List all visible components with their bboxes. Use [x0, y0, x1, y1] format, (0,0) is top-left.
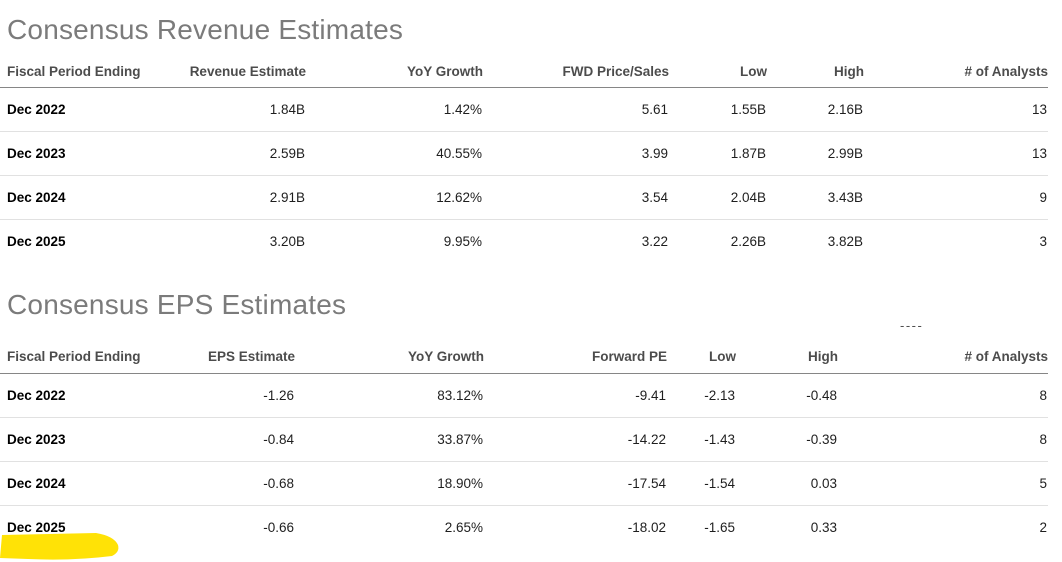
table-cell: 2.91B	[170, 175, 306, 220]
eps-header-row: Fiscal Period Ending EPS Estimate YoY Gr…	[0, 320, 1048, 374]
fiscal-period-cell: Dec 2022	[0, 373, 170, 418]
table-cell: 8	[838, 417, 1048, 462]
column-header-forward-pe: Forward PE	[484, 320, 667, 374]
table-cell: 9.95%	[443, 234, 482, 250]
table-row: Dec 2025 3.20B 9.95% 3.22 2.26B 3.82B 3	[0, 220, 1048, 264]
table-cell: 1.87B	[669, 131, 767, 176]
table-cell: 3.22	[641, 234, 668, 250]
table-cell: -18.02	[627, 519, 666, 535]
fiscal-period-cell: Dec 2022	[0, 87, 170, 132]
revenue-estimates-table: Fiscal Period Ending Revenue Estimate Yo…	[0, 46, 1048, 264]
table-cell: 2	[1039, 519, 1047, 535]
column-header-num-analysts: # of Analysts	[864, 46, 1048, 88]
column-header-revenue-estimate: Revenue Estimate	[170, 46, 306, 88]
fiscal-period-cell-highlighted: Dec 2025	[7, 519, 66, 535]
table-cell: -0.66	[263, 519, 294, 535]
table-cell: 13	[864, 87, 1048, 132]
table-cell: 2.99B	[767, 131, 864, 176]
column-header-num-analysts: # of Analysts	[838, 320, 1048, 374]
fiscal-period-cell: Dec 2024	[0, 175, 170, 220]
table-cell: 33.87%	[295, 417, 484, 462]
table-cell: -0.39	[736, 417, 838, 462]
table-cell: 0.03	[736, 461, 838, 506]
table-cell: 0.33	[810, 519, 837, 535]
eps-section-title: Consensus EPS Estimates	[7, 288, 347, 320]
column-header-low: Low	[669, 46, 767, 88]
table-row: Dec 2022 1.84B 1.42% 5.61 1.55B 2.16B 13	[0, 87, 1048, 132]
table-row: Dec 2024 -0.68 18.90% -17.54 -1.54 0.03 …	[0, 461, 1048, 506]
fiscal-period-cell: Dec 2024	[0, 461, 170, 506]
table-cell: 13	[864, 131, 1048, 176]
table-cell: -1.43	[667, 417, 736, 462]
column-header-high: High	[736, 320, 838, 374]
revenue-header-row: Fiscal Period Ending Revenue Estimate Yo…	[0, 46, 1048, 88]
table-cell: -1.65	[704, 519, 735, 535]
table-row: Dec 2022 -1.26 83.12% -9.41 -2.13 -0.48 …	[0, 373, 1048, 418]
table-cell: 3.99	[483, 131, 669, 176]
column-header-yoy-growth: YoY Growth	[295, 320, 484, 374]
eps-estimates-table: Fiscal Period Ending EPS Estimate YoY Gr…	[0, 320, 1048, 550]
table-cell: 40.55%	[306, 131, 483, 176]
table-cell: 1.55B	[669, 87, 767, 132]
table-cell: 2.04B	[669, 175, 767, 220]
table-cell: -0.48	[736, 373, 838, 418]
table-cell: -0.84	[170, 417, 295, 462]
column-header-eps-estimate: EPS Estimate	[170, 320, 295, 374]
table-cell: -14.22	[484, 417, 667, 462]
table-cell: 9	[864, 175, 1048, 220]
revenue-section-title: Consensus Revenue Estimates	[7, 14, 404, 45]
table-cell: -0.68	[170, 461, 295, 506]
table-cell: 18.90%	[295, 461, 484, 506]
table-cell: -17.54	[484, 461, 667, 506]
column-header-fwd-price-sales: FWD Price/Sales	[483, 46, 669, 88]
table-cell: 1.84B	[170, 87, 306, 132]
table-cell: 2.16B	[767, 87, 864, 132]
table-cell: 5.61	[483, 87, 669, 132]
table-cell: 3.20B	[269, 234, 305, 250]
table-cell: 3.43B	[767, 175, 864, 220]
table-row-highlighted: Dec 2025 -0.66 2.65% -18.02 -1.65 0.33 2	[0, 505, 1048, 549]
table-row: Dec 2023 2.59B 40.55% 3.99 1.87B 2.99B 1…	[0, 131, 1048, 176]
table-cell: 2.26B	[730, 234, 766, 250]
table-row: Dec 2024 2.91B 12.62% 3.54 2.04B 3.43B 9	[0, 175, 1048, 220]
table-row: Dec 2023 -0.84 33.87% -14.22 -1.43 -0.39…	[0, 417, 1048, 462]
table-cell: -1.54	[667, 461, 736, 506]
table-cell: 3.82B	[827, 234, 863, 250]
table-cell: -9.41	[484, 373, 667, 418]
fiscal-period-cell: Dec 2025	[7, 234, 66, 250]
table-cell: 1.42%	[306, 87, 483, 132]
column-header-fiscal-period: Fiscal Period Ending	[0, 320, 170, 374]
column-header-high: High	[767, 46, 864, 88]
table-cell: 2.65%	[444, 519, 483, 535]
column-header-low: Low	[667, 320, 736, 374]
table-cell: 3.54	[483, 175, 669, 220]
table-cell: 3	[1039, 234, 1047, 250]
table-cell: -2.13	[667, 373, 736, 418]
table-cell: 8	[838, 373, 1048, 418]
table-cell: -1.26	[170, 373, 295, 418]
fiscal-period-cell: Dec 2023	[0, 131, 170, 176]
table-cell: 12.62%	[306, 175, 483, 220]
table-cell: 5	[838, 461, 1048, 506]
column-header-yoy-growth: YoY Growth	[306, 46, 483, 88]
table-cell: 2.59B	[170, 131, 306, 176]
fiscal-period-cell: Dec 2023	[0, 417, 170, 462]
column-header-fiscal-period: Fiscal Period Ending	[0, 46, 170, 88]
table-cell: 83.12%	[295, 373, 484, 418]
